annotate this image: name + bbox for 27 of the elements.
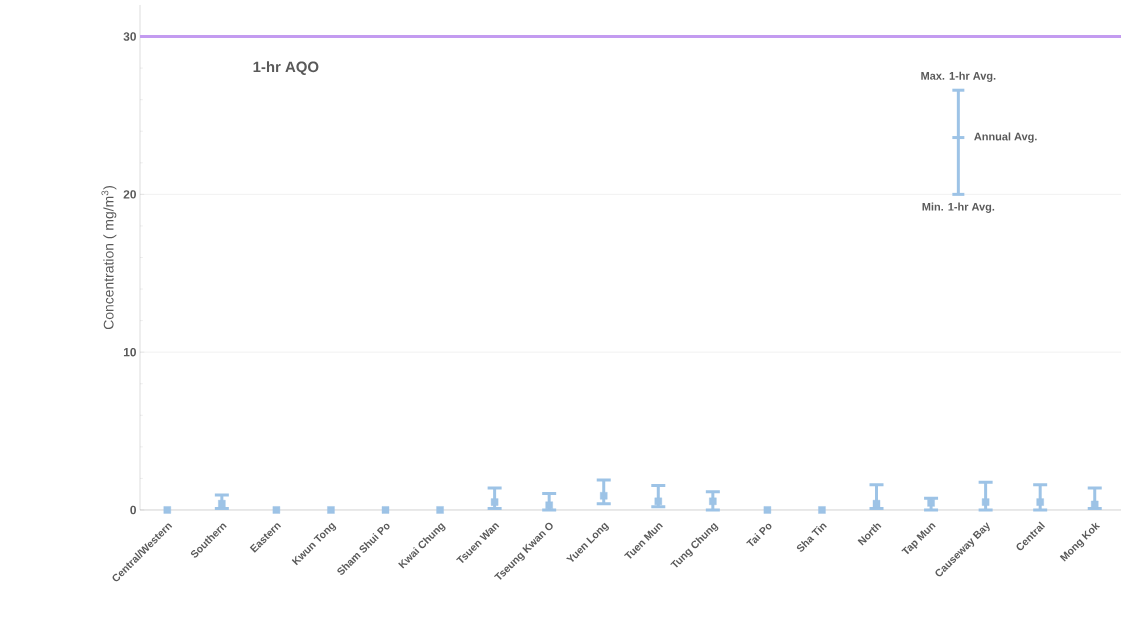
point [381,506,390,514]
point [763,506,772,514]
point [600,492,608,500]
y-tick-label: 30 [123,32,136,41]
annotation: Annual Avg. [974,132,1037,143]
x-tick-label: Tai Po [746,523,772,547]
point [1036,498,1044,506]
point [327,506,335,514]
ref-line-label: 1-hr AQO [253,61,319,75]
annotation: Max. 1-hr Avg. [921,71,996,82]
y-tick-label: 10 [123,347,136,357]
point [272,506,281,514]
point [545,501,553,509]
point [981,498,990,506]
point [818,506,826,514]
y-tick-label: 0 [130,505,136,515]
point [163,506,171,514]
point [927,499,935,507]
point [218,499,226,508]
annotation: Min. 1-hr Avg. [922,202,995,213]
point [654,497,662,505]
y-tick-label: 20 [123,190,136,199]
x-tick-label: Sha Tin [796,523,827,552]
point [872,499,881,508]
point [490,498,499,506]
point [436,506,444,514]
y-axis-title: Concentration ( mg/m$^{3}$) [101,186,117,330]
